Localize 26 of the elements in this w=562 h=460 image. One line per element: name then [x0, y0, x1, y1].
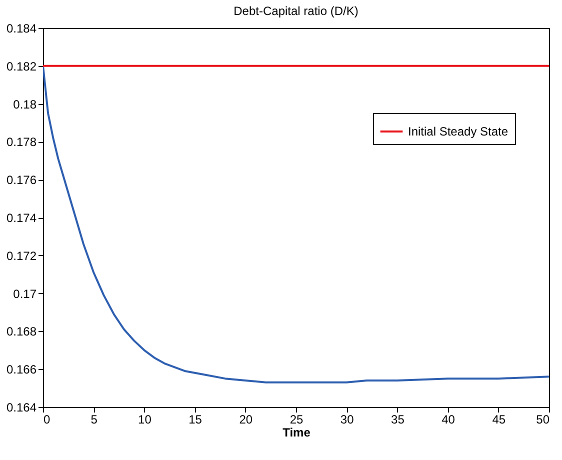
y-tick-label: 0.176 [6, 173, 37, 188]
chart-title: Debt-Capital ratio (D/K) [234, 4, 358, 18]
x-tick-label: 30 [340, 412, 354, 426]
y-tick-label: 0.168 [6, 324, 37, 339]
y-tick-label: 0.166 [6, 362, 37, 377]
y-tick-label: 0.184 [6, 22, 37, 36]
x-tick-label: 20 [239, 412, 253, 426]
line-series [43, 64, 549, 384]
y-tick-label: 0.178 [6, 135, 37, 150]
y-tick-label: 0.17 [13, 286, 37, 301]
x-tick-label: 25 [290, 412, 304, 426]
x-tick-label: 0 [44, 412, 50, 426]
x-tick-label: 10 [138, 412, 152, 426]
y-tick-label: 0.172 [6, 248, 37, 263]
x-tick-label: 35 [391, 412, 405, 426]
y-tick-label: 0.164 [6, 400, 37, 414]
y-tick-label: 0.18 [13, 97, 37, 112]
x-tick-label: 15 [188, 412, 202, 426]
y-tick-label: 0.174 [6, 211, 37, 225]
x-tick-label: 45 [492, 412, 506, 426]
x-axis-title: Time [282, 426, 311, 440]
x-tick-label: 40 [442, 412, 456, 426]
x-tick-label: 5 [90, 412, 98, 426]
y-tick-label: 0.182 [6, 59, 37, 74]
x-tick-label: 50 [536, 412, 550, 426]
legend-label: Initial Steady State [408, 124, 508, 138]
